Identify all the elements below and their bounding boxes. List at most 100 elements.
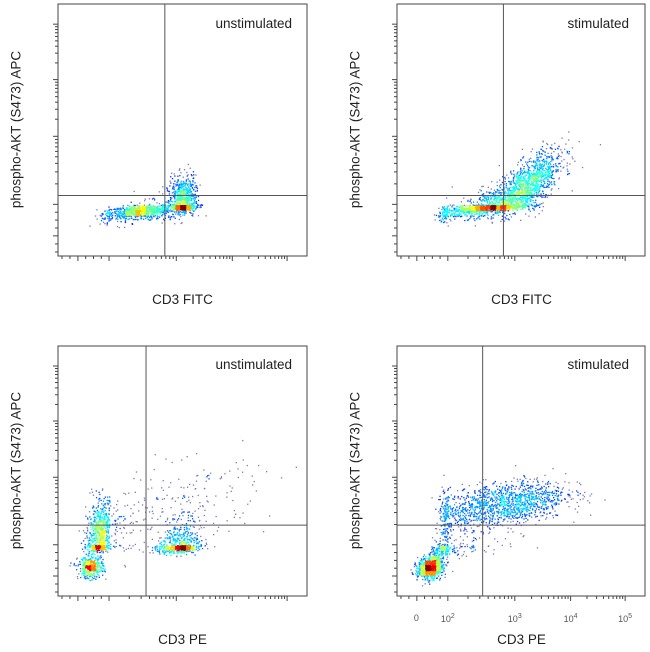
- event-dot: [165, 212, 167, 215]
- event-dot: [178, 187, 180, 189]
- event-dot: [543, 162, 546, 164]
- event-dot: [507, 202, 510, 204]
- event-dot: [184, 203, 186, 206]
- event-dot: [199, 525, 202, 527]
- event-dot: [160, 542, 162, 544]
- event-dot: [171, 204, 173, 206]
- event-dot: [162, 550, 164, 553]
- event-dot: [518, 181, 520, 184]
- event-dot: [177, 175, 179, 177]
- event-dot: [472, 208, 474, 210]
- event-dot: [116, 216, 119, 218]
- event-dot: [187, 196, 189, 198]
- event-dot: [505, 198, 507, 200]
- event-dot: [519, 198, 521, 201]
- event-dot: [174, 175, 176, 177]
- event-dot: [86, 535, 88, 537]
- event-dot: [138, 206, 140, 209]
- event-dot: [537, 178, 539, 180]
- event-dot: [182, 192, 184, 195]
- event-dot: [471, 205, 474, 207]
- event-dot: [85, 532, 88, 534]
- event-dot: [205, 520, 207, 522]
- event-dot: [180, 196, 182, 198]
- event-dot: [456, 210, 458, 212]
- event-dot: [510, 187, 512, 189]
- event-dot: [175, 543, 177, 545]
- event-dot: [541, 159, 543, 162]
- event-dot: [120, 218, 122, 220]
- event-dot: [551, 177, 553, 179]
- event-dot: [539, 153, 541, 155]
- event-dot: [186, 538, 188, 540]
- event-dot: [104, 504, 106, 506]
- event-dot: [183, 529, 186, 531]
- event-dot: [478, 198, 480, 200]
- event-dot: [179, 184, 181, 186]
- event-dot: [140, 479, 142, 481]
- event-dot: [174, 514, 176, 516]
- event-dot: [534, 201, 537, 203]
- event-dot: [120, 221, 122, 223]
- event-dot: [192, 195, 194, 197]
- event-dot: [181, 222, 183, 224]
- event-dot: [171, 172, 173, 174]
- event-dot: [164, 214, 167, 217]
- event-dot: [102, 558, 104, 561]
- event-dot: [187, 486, 189, 488]
- event-dot: [188, 200, 190, 202]
- event-dot: [526, 200, 528, 202]
- event-dot: [85, 578, 87, 580]
- event-dot: [186, 190, 189, 192]
- event-dot: [194, 190, 196, 192]
- event-dot: [493, 207, 496, 210]
- event-dot: [488, 206, 490, 209]
- event-dot: [196, 537, 198, 539]
- event-dot: [159, 211, 161, 213]
- event-dot: [175, 199, 178, 201]
- event-dot: [439, 219, 441, 222]
- event-dot: [128, 492, 130, 494]
- event-dot: [168, 215, 170, 217]
- event-dot: [470, 214, 472, 216]
- event-dot: [462, 211, 464, 214]
- event-dot: [114, 212, 116, 214]
- event-dot: [136, 204, 138, 206]
- event-dot: [517, 178, 519, 180]
- event-dot: [156, 211, 159, 213]
- event-dot: [192, 495, 194, 498]
- event-dot: [184, 532, 186, 534]
- event-dot: [193, 544, 195, 547]
- event-dot: [453, 212, 455, 214]
- event-dot: [165, 554, 168, 557]
- event-dot: [196, 185, 198, 187]
- event-dot: [79, 568, 82, 570]
- event-dot: [152, 215, 154, 217]
- event-dot: [532, 173, 534, 175]
- event-dot: [100, 550, 103, 552]
- event-dot: [167, 205, 169, 207]
- event-dot: [517, 194, 520, 196]
- event-dot: [144, 518, 146, 520]
- event-dot: [102, 513, 104, 516]
- event-dot: [545, 162, 548, 164]
- event-dot: [444, 215, 447, 217]
- event-dot: [179, 198, 181, 201]
- event-dot: [513, 187, 515, 189]
- event-dot: [520, 182, 522, 184]
- event-dot: [536, 159, 538, 162]
- event-dot: [106, 525, 109, 527]
- event-dot: [572, 158, 574, 160]
- event-dot: [521, 196, 524, 198]
- event-dot: [112, 513, 115, 515]
- event-dot: [519, 205, 521, 207]
- event-dot: [113, 545, 115, 547]
- event-dot: [467, 199, 469, 201]
- event-dot: [163, 208, 165, 210]
- event-dot: [107, 532, 109, 534]
- event-dot: [524, 171, 526, 173]
- event-dot: [157, 216, 159, 218]
- event-dot: [503, 201, 506, 203]
- event-dot: [512, 196, 514, 198]
- event-dot: [468, 219, 470, 221]
